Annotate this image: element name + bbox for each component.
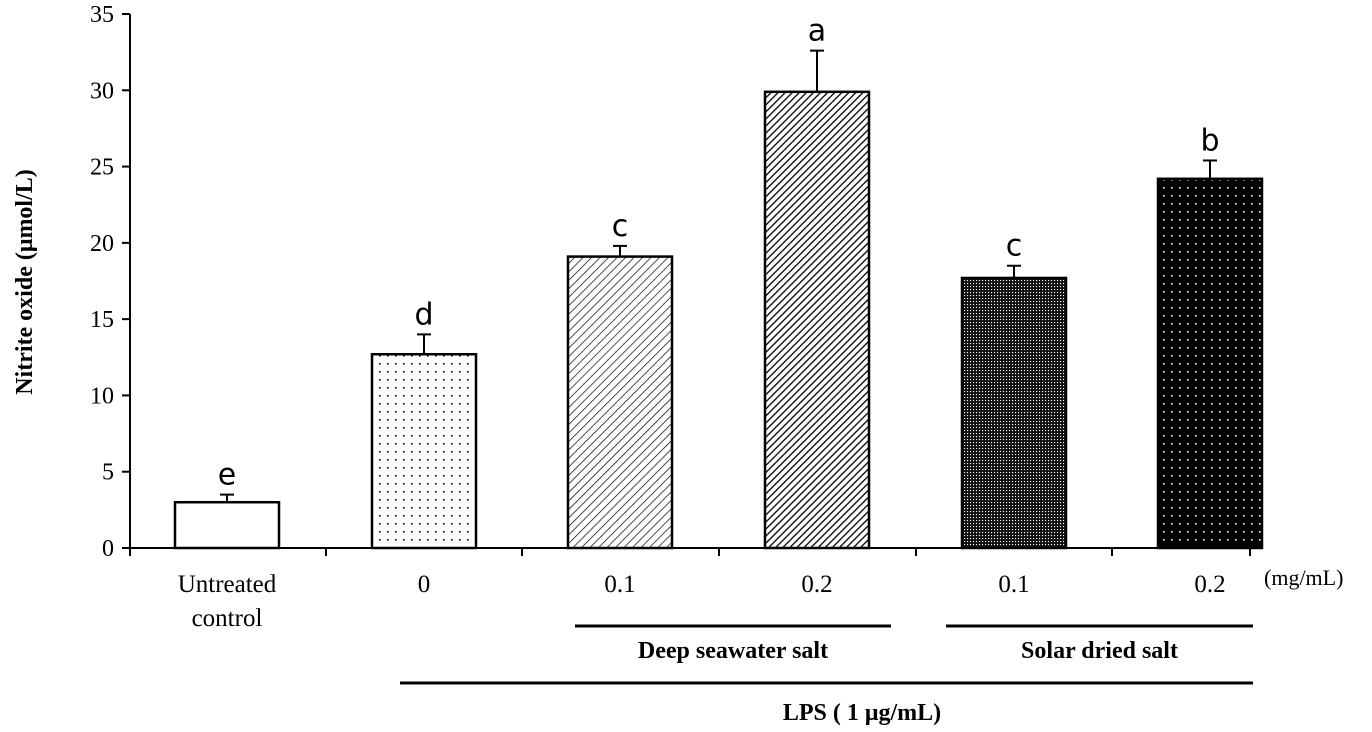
x-tick-label: 0.2 — [1194, 571, 1225, 598]
group-brackets: Deep seawater salt Solar dried salt LPS ( … — [400, 624, 1253, 726]
x-tick-label: 0.1 — [604, 571, 635, 598]
y-tick-label: 30 — [90, 78, 114, 104]
y-tick-label: 5 — [102, 460, 114, 486]
significance-letter: c — [612, 209, 629, 244]
y-tick-label: 35 — [90, 2, 114, 28]
y-tick-label: 20 — [90, 231, 114, 257]
significance-letter: a — [808, 14, 826, 49]
unit-label: (mg/mL) — [1264, 565, 1343, 590]
y-tick-label: 0 — [102, 536, 114, 562]
x-tick-label: 0.1 — [998, 571, 1029, 598]
y-axis: 0 5 10 15 20 25 30 35 — [90, 2, 131, 562]
y-tick-label: 10 — [90, 383, 114, 409]
y-tick-label: 15 — [90, 307, 114, 333]
treatment-label: LPS ( 1 μg/mL) — [783, 700, 941, 726]
significance-letter: c — [1006, 229, 1023, 264]
group-label: Deep seawater salt — [638, 638, 828, 664]
y-tick-label: 25 — [90, 155, 114, 181]
group-label: Solar dried salt — [1021, 638, 1178, 664]
x-tick-label: 0 — [418, 571, 431, 598]
bar — [960, 276, 1068, 550]
bar — [566, 255, 674, 550]
bar — [370, 352, 478, 550]
significance-letter: b — [1200, 123, 1219, 158]
significance-letter: e — [218, 458, 236, 493]
significance-letter: d — [414, 297, 433, 332]
bar — [763, 90, 871, 550]
bars: e d c a c b — [173, 14, 1264, 550]
x-tick-label: control — [192, 605, 263, 632]
x-tick-label: Untreated — [178, 571, 277, 598]
bar — [173, 500, 281, 550]
x-axis — [129, 547, 1262, 556]
x-tick-label: 0.2 — [801, 571, 832, 598]
bar — [1156, 177, 1264, 550]
y-axis-label: Nitrite oxide (μmol/L) — [12, 169, 38, 395]
x-tick-labels: Untreated control 0 0.1 0.2 0.1 0.2 — [178, 571, 1226, 632]
